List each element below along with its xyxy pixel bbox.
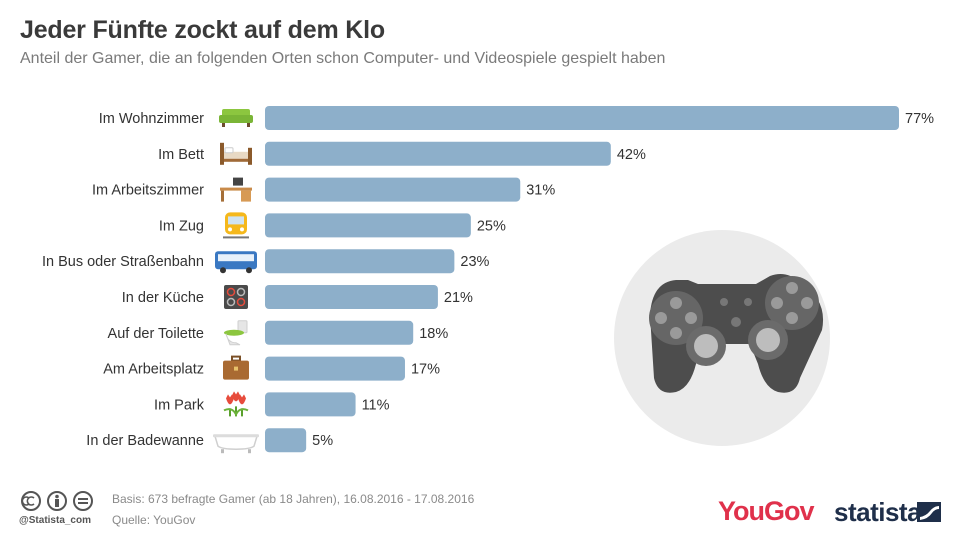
bar-3 — [265, 213, 471, 238]
value-label: 31% — [526, 183, 555, 199]
no-derivatives-icon — [73, 491, 93, 511]
stove-icon — [224, 285, 248, 309]
value-label: 11% — [362, 397, 390, 413]
gamepad-illustration — [614, 230, 830, 446]
category-label: Am Arbeitsplatz — [103, 362, 204, 378]
train-icon — [223, 212, 249, 239]
desk-icon — [220, 177, 252, 202]
license-icons — [21, 491, 93, 511]
category-label: Im Wohnzimmer — [99, 111, 204, 127]
value-label: 42% — [617, 147, 646, 163]
value-label: 18% — [419, 326, 448, 342]
bed-icon — [220, 142, 252, 165]
tulips-icon — [223, 391, 249, 417]
value-label: 77% — [905, 111, 934, 127]
cc-icon — [21, 491, 41, 511]
bathtub-icon — [213, 434, 259, 454]
bar-4 — [265, 249, 455, 274]
category-label: In der Badewanne — [86, 433, 204, 449]
briefcase-icon — [223, 355, 249, 380]
statista-logo: statista — [834, 497, 922, 527]
category-label: In der Küche — [122, 290, 204, 306]
bar-chart: Im Wohnzimmer 77% Im Bett 42% Im Arbeitszimm… — [42, 106, 934, 454]
dpad-circle — [649, 291, 703, 345]
bus-icon — [215, 251, 257, 274]
bar-2 — [265, 177, 521, 202]
yougov-logo: YouGov — [718, 496, 815, 526]
bar-7 — [265, 356, 405, 381]
statista-handle: @Statista_com — [19, 515, 91, 526]
bar-8 — [265, 392, 356, 417]
chart-subtitle: Anteil der Gamer, die an folgenden Orten… — [20, 50, 666, 67]
action-buttons-circle — [765, 276, 819, 330]
statista-mark-icon — [917, 502, 941, 522]
value-label: 5% — [312, 433, 333, 449]
bar-6 — [265, 320, 414, 345]
category-label: Im Arbeitszimmer — [92, 183, 204, 199]
toilet-icon — [224, 320, 248, 346]
value-label: 23% — [460, 254, 489, 270]
category-label: Im Park — [154, 397, 205, 413]
footer-basis: Basis: 673 befragte Gamer (ab 18 Jahren)… — [112, 492, 475, 506]
bar-0 — [265, 106, 899, 130]
bar-9 — [265, 428, 307, 453]
bar-5 — [265, 285, 438, 309]
category-label: Im Zug — [159, 218, 204, 234]
value-label: 17% — [411, 362, 440, 378]
category-label: Im Bett — [158, 147, 204, 163]
value-label: 21% — [444, 290, 473, 306]
sofa-icon — [219, 109, 253, 127]
category-label: Auf der Toilette — [108, 326, 204, 342]
category-label: In Bus oder Straßenbahn — [42, 254, 204, 270]
attribution-icon — [47, 491, 67, 511]
value-label: 25% — [477, 218, 506, 234]
footer-source: Quelle: YouGov — [112, 513, 196, 527]
bar-1 — [265, 141, 611, 166]
chart-title: Jeder Fünfte zockt auf dem Klo — [20, 16, 385, 44]
